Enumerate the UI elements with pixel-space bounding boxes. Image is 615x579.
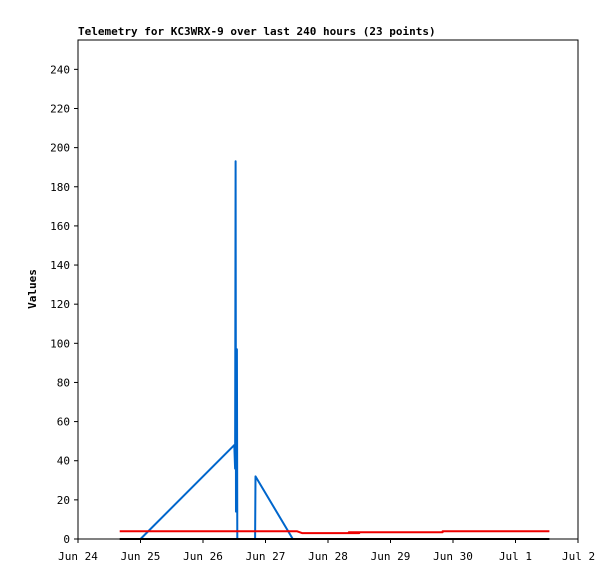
x-tick-label: Jun 29: [371, 550, 411, 563]
y-tick-label: 120: [50, 298, 70, 311]
y-tick-label: 40: [57, 455, 70, 468]
chart-title: Telemetry for KC3WRX-9 over last 240 hou…: [78, 25, 436, 38]
y-tick-label: 140: [50, 259, 70, 272]
x-tick-label: Jun 26: [183, 550, 223, 563]
x-tick-label: Jun 25: [121, 550, 161, 563]
y-tick-label: 180: [50, 181, 70, 194]
y-tick-label: 200: [50, 142, 70, 155]
y-axis-label: Values: [26, 269, 39, 309]
y-tick-label: 20: [57, 494, 70, 507]
y-tick-label: 60: [57, 416, 70, 429]
x-tick-label: Jul 2: [562, 550, 595, 563]
y-tick-label: 0: [63, 533, 70, 546]
x-tick-label: Jun 24: [58, 550, 98, 563]
x-tick-label: Jun 28: [308, 550, 348, 563]
y-tick-label: 160: [50, 220, 70, 233]
x-tick-label: Jun 30: [433, 550, 473, 563]
y-tick-label: 80: [57, 376, 70, 389]
series-line-2: [119, 530, 550, 535]
series-layer: [119, 160, 550, 540]
plot-area: [77, 39, 579, 540]
series-line-1: [139, 160, 294, 540]
x-axis: Jun 24 Jun 25 Jun 26 Jun 27 Jun 28 Jun 29 Jun …: [58, 539, 595, 563]
y-tick-label: 100: [50, 337, 70, 350]
y-tick-label: 240: [50, 63, 70, 76]
y-tick-label: 220: [50, 102, 70, 115]
y-axis: 0 20 40 60 80 100 120 140 160 180 200 220 240: [50, 63, 78, 546]
x-tick-label: Jul 1: [499, 550, 532, 563]
x-tick-label: Jun 27: [246, 550, 286, 563]
